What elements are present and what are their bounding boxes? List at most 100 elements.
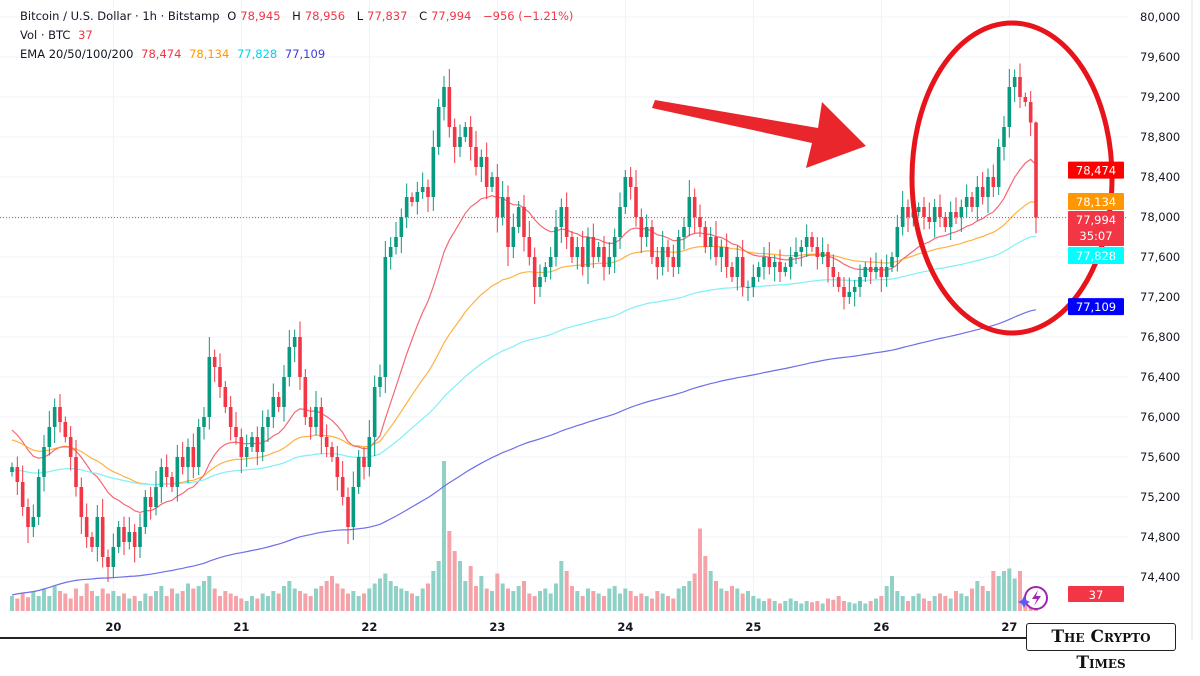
candle-body [404,197,409,217]
candle-body [218,367,222,387]
candle-body [458,137,462,147]
volume-bar [511,591,516,611]
candle-body [15,467,20,482]
volume-bar [1002,571,1006,611]
candle-body [175,457,180,487]
tradingview-logo-icon[interactable] [1018,586,1048,610]
volume-bar [20,593,25,611]
candle-body [138,527,142,547]
ema-row: EMA 20/50/100/200 78,474 78,134 77,828 7… [20,45,577,64]
candle-body [943,217,948,227]
volume-bar [735,588,740,611]
candle-body [874,267,878,272]
volume-bar [314,588,318,611]
volume-bar [10,596,14,611]
volume-bar [394,586,398,611]
price-tick-label: 78,800 [1140,130,1180,144]
candle-body [703,227,708,247]
candle-body [212,357,217,367]
volume-bar [516,586,521,611]
volume-bar [666,596,670,611]
candle-body [671,257,676,267]
volume-bar [410,593,414,611]
ema50-badge [1068,193,1124,210]
candle-body [799,247,804,252]
volume-bar [388,581,393,611]
candle-body [52,407,57,427]
candle-body [314,407,318,427]
candle-body [927,217,932,222]
candle-body [106,557,110,567]
candle-body [815,247,820,257]
volume-bar [143,593,148,611]
volume-bar [154,591,158,611]
volume-bar [559,561,564,611]
candle-body [410,197,414,202]
candle-body [170,477,174,487]
candle-body [367,437,372,467]
time-axis[interactable]: 20 21 22 23 24 25 26 27 [105,620,1017,634]
volume-bar [916,593,921,611]
volume-bar [740,593,745,611]
symbol-title[interactable]: Bitcoin / U.S. Dollar · 1h · Bitstamp [20,9,220,23]
volume-bar [1012,578,1017,611]
volume-bar [724,591,729,611]
volume-bar [831,599,836,611]
candle-body [276,397,281,407]
candle-body [559,207,564,227]
volume-bar [175,593,180,611]
candle-body [522,207,526,237]
candle-body [575,247,580,257]
volume-bar [788,598,793,611]
price-tick-label: 78,000 [1140,210,1180,224]
candle-body [324,437,329,447]
ema50-value: 78,134 [189,47,230,61]
candle-body [879,267,884,277]
candle-body [484,157,489,187]
time-tick-label: 21 [233,620,249,634]
candle-body [628,177,633,187]
volume-bar [602,596,606,611]
volume-bar [874,598,878,611]
volume-bar [730,586,734,611]
price-tick-label: 77,200 [1140,290,1180,304]
candle-body [863,267,868,277]
volume-bar [842,601,846,611]
candle-body [340,477,345,497]
candle-body [436,107,441,147]
volume-label[interactable]: Vol · BTC [20,28,71,42]
ema200-badge-text: 77,109 [1076,300,1116,314]
candle-body [511,227,516,247]
red-arrow-annotation [652,100,866,168]
candle-body [527,237,532,257]
candle-body [239,437,244,457]
candle-body [975,187,980,207]
candle-body [20,482,25,507]
volume-bar [431,571,436,611]
candle-body [570,237,574,257]
candle-body [463,127,468,137]
candle-body [1002,127,1006,147]
volume-bar [772,601,777,611]
volume-bar [618,593,622,611]
volume-bar [436,561,441,611]
candle-body [207,357,212,417]
volume-bar [964,596,969,611]
candle-body [111,547,116,567]
candle-body [954,212,958,217]
candle-body [223,387,228,407]
candle-body [868,267,873,272]
candle-body [362,457,366,467]
volume-bar [719,588,724,611]
price-axis[interactable]: 80,000 79,600 79,200 78,800 78,400 78,000 77,6… [1140,10,1180,584]
volume-bar [170,588,174,611]
candle-body [687,197,692,227]
candle-body [452,127,457,147]
candle-body [148,497,153,507]
candle-body [964,197,969,207]
ema-label[interactable]: EMA 20/50/100/200 [20,47,134,61]
volume-bar [474,586,478,611]
candle-body [159,467,164,487]
candle-body [986,177,990,197]
